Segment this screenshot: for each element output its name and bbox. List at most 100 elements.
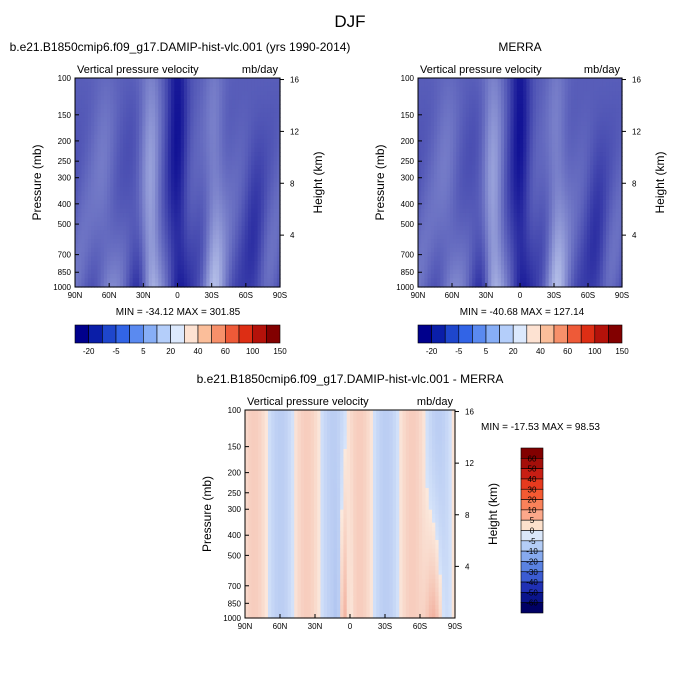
heatmap-cell xyxy=(459,112,464,118)
heatmap-cell xyxy=(539,138,543,144)
heatmap-cell xyxy=(513,78,518,83)
heatmap-cell xyxy=(81,91,86,97)
heatmap-cell xyxy=(437,134,441,140)
heatmap-cell xyxy=(599,138,604,144)
heatmap-cell xyxy=(529,130,534,136)
heatmap-cell xyxy=(155,204,159,210)
heatmap-cell xyxy=(254,265,259,271)
heatmap-cell xyxy=(209,247,214,253)
heatmap-cell xyxy=(593,95,598,101)
heatmap-cell xyxy=(510,186,515,192)
heatmap-cell xyxy=(542,125,547,131)
heatmap-cell xyxy=(145,178,150,184)
heatmap-cell xyxy=(84,104,89,110)
heatmap-cell xyxy=(427,104,432,110)
heatmap-cell xyxy=(142,160,147,166)
heatmap-cell xyxy=(75,273,79,279)
heatmap-cell xyxy=(206,152,211,157)
heatmap-cell xyxy=(225,130,230,136)
heatmap-cell xyxy=(241,278,246,284)
heatmap-cell xyxy=(203,130,207,136)
heatmap-cell xyxy=(491,117,496,123)
heatmap-cell xyxy=(526,152,531,157)
heatmap-cell xyxy=(577,173,582,179)
heatmap-cell xyxy=(497,165,502,171)
heatmap-cell xyxy=(209,169,214,175)
heatmap-cell xyxy=(596,199,601,205)
heatmap-cell xyxy=(478,191,483,197)
heatmap-cell xyxy=(491,121,496,127)
heatmap-cell xyxy=(212,273,217,279)
heatmap-cell xyxy=(199,169,204,175)
heatmap-cell xyxy=(228,130,233,136)
heatmap-cell xyxy=(437,199,441,205)
heatmap-cell xyxy=(555,147,559,153)
heatmap-cell xyxy=(129,112,134,118)
heatmap-cell xyxy=(478,82,483,88)
heatmap-cell xyxy=(164,234,169,240)
heatmap-cell xyxy=(87,239,92,245)
heatmap-cell xyxy=(590,199,594,205)
heatmap-cell xyxy=(504,104,508,110)
heatmap-cell xyxy=(135,260,140,266)
heatmap-cell xyxy=(228,117,233,123)
heatmap-cell xyxy=(478,130,483,136)
heatmap-cell xyxy=(222,178,227,184)
heatmap-cell xyxy=(145,195,150,201)
heatmap-cell xyxy=(193,91,198,97)
heatmap-cell xyxy=(555,117,559,123)
heatmap-cell xyxy=(148,104,153,110)
heatmap-cell xyxy=(206,269,211,275)
heatmap-cell xyxy=(606,191,610,197)
heatmap-cell xyxy=(123,269,127,275)
heatmap-cell xyxy=(273,104,278,110)
heatmap-cell xyxy=(481,99,486,105)
heatmap-cell xyxy=(427,130,432,136)
heatmap-cell xyxy=(551,178,556,184)
heatmap-cell xyxy=(196,269,201,275)
heatmap-cell xyxy=(110,278,115,284)
heatmap-cell xyxy=(100,121,105,127)
heatmap-cell xyxy=(244,243,249,249)
heatmap-cell xyxy=(238,138,243,144)
heatmap-cell xyxy=(190,226,195,231)
heatmap-cell xyxy=(180,117,185,123)
heatmap-cell xyxy=(167,112,172,118)
heatmap-cell xyxy=(180,138,185,144)
heatmap-cell xyxy=(437,156,441,162)
heatmap-cell xyxy=(478,134,483,140)
heatmap-cell xyxy=(206,138,211,144)
heatmap-cell xyxy=(199,252,204,258)
heatmap-cell xyxy=(180,273,185,279)
heatmap-cell xyxy=(437,191,441,197)
heatmap-cell xyxy=(91,147,95,153)
heatmap-cell xyxy=(161,234,166,240)
heatmap-cell xyxy=(478,86,483,92)
heatmap-cell xyxy=(273,108,278,114)
heatmap-cell xyxy=(116,169,121,175)
heatmap-cell xyxy=(580,147,585,153)
heatmap-cell xyxy=(577,86,582,92)
heatmap-cell xyxy=(222,230,227,236)
heatmap-cell xyxy=(571,165,575,171)
heatmap-cell xyxy=(609,78,614,83)
heatmap-cell xyxy=(91,239,95,245)
heatmap-cell xyxy=(145,226,150,231)
heatmap-cell xyxy=(183,125,188,131)
heatmap-cell xyxy=(158,212,163,218)
heatmap-cell xyxy=(164,82,169,88)
heatmap-cell xyxy=(174,82,179,88)
heatmap-cell xyxy=(251,239,255,245)
heatmap-cell xyxy=(580,112,585,118)
heatmap-cell xyxy=(87,269,92,275)
heatmap-cell xyxy=(481,156,486,162)
heatmap-cell xyxy=(564,95,569,101)
heatmap-cell xyxy=(84,125,89,131)
heatmap-cell xyxy=(437,95,441,101)
heatmap-cell xyxy=(225,260,230,266)
heatmap-cell xyxy=(238,212,243,218)
heatmap-cell xyxy=(75,82,79,88)
heatmap-cell xyxy=(97,82,102,88)
heatmap-cell xyxy=(577,82,582,88)
heatmap-cell xyxy=(148,130,153,136)
